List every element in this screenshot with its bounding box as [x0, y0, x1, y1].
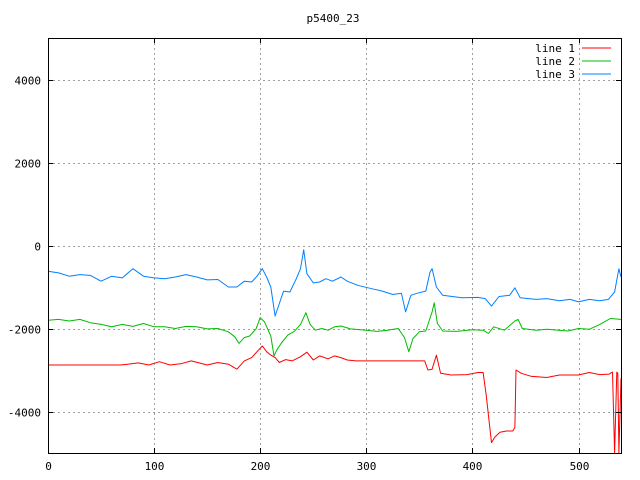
legend-label-3: line 3: [535, 68, 575, 81]
axis-ticks: 0 100 200 300 400 500 -4000 -2000 0 2000 4000: [8, 38, 621, 473]
grid: [48, 38, 621, 453]
y-tick-label: 4000: [15, 75, 42, 88]
y-tick-label: 2000: [15, 158, 42, 171]
series-line-2: [47, 302, 622, 357]
x-tick-label: 500: [570, 460, 590, 473]
series-line-1: [48, 345, 622, 454]
x-tick-label: 400: [463, 460, 483, 473]
x-tick-label: 300: [357, 460, 377, 473]
y-tick-label: -4000: [8, 407, 41, 420]
legend-label-2: line 2: [535, 55, 575, 68]
y-tick-label: -2000: [8, 324, 41, 337]
chart-title: p5400_23: [307, 12, 360, 25]
x-tick-label: 200: [251, 460, 271, 473]
series-layer: [47, 249, 622, 454]
series-line-3: [47, 249, 622, 317]
x-tick-label: 100: [145, 460, 165, 473]
x-tick-label: 0: [45, 460, 52, 473]
legend-label-1: line 1: [535, 42, 575, 55]
y-tick-label: 0: [34, 241, 41, 254]
